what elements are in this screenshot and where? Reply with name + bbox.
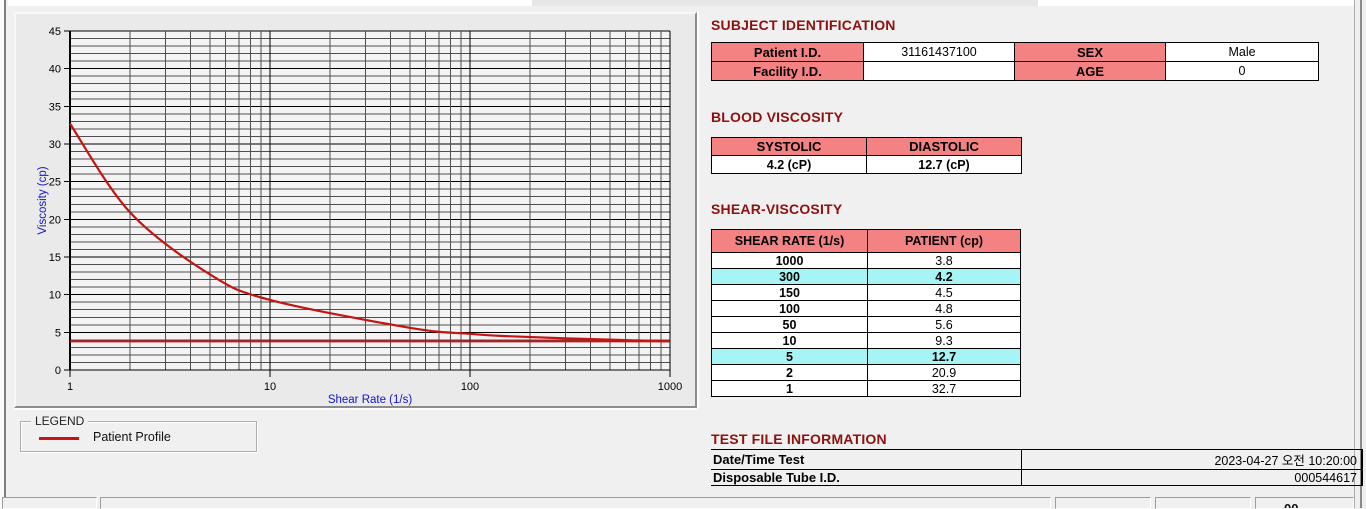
svg-text:15: 15 [49, 252, 61, 264]
svg-text:30: 30 [49, 139, 61, 151]
shear-rate-cell: 1 [711, 380, 868, 397]
subject-identification-table: Patient I.D. 31161437100 SEX Male Facili… [711, 42, 1319, 81]
table-row-highlighted: 300 4.2 [711, 268, 1021, 285]
svg-text:100: 100 [461, 381, 479, 393]
window-left-border [4, 0, 6, 497]
statusbar-panel [2, 497, 97, 509]
patient-id-label: Patient I.D. [711, 42, 864, 62]
table-row: Date/Time Test 2023-04-27 오전 10:20:00 [711, 449, 1363, 470]
window-left-edge [0, 0, 4, 508]
shear-rate-cell: 50 [711, 316, 868, 333]
shear-rate-cell: 5 [711, 348, 868, 365]
svg-text:Viscosity (cp): Viscosity (cp) [37, 166, 49, 234]
age-label: AGE [1014, 61, 1166, 81]
top-edge-strip-middle [532, 0, 1038, 6]
svg-text:Shear Rate (1/s): Shear Rate (1/s) [328, 394, 413, 406]
patient-id-value: 31161437100 [863, 42, 1015, 62]
table-row: SHEAR RATE (1/s) PATIENT (cp) [711, 229, 1021, 253]
shear-rate-cell: 1000 [711, 252, 868, 269]
test-file-information-title: TEST FILE INFORMATION [711, 431, 887, 447]
statusbar-partial-text: 00 [1284, 501, 1314, 508]
patient-cp-cell: 3.8 [867, 252, 1021, 269]
patient-cp-cell: 20.9 [867, 364, 1021, 381]
axes [64, 30, 671, 377]
table-row: 150 4.5 [711, 284, 1021, 301]
statusbar-panel [1155, 497, 1251, 509]
table-row: Patient I.D. 31161437100 SEX Male [711, 42, 1319, 62]
patient-cp-cell: 4.2 [867, 268, 1021, 285]
grid-lines [69, 30, 671, 371]
window-right-border [1360, 0, 1362, 508]
legend-title: LEGEND [31, 414, 89, 428]
svg-text:25: 25 [49, 177, 61, 189]
facility-id-value [863, 61, 1015, 81]
patient-cp-cell: 4.8 [867, 300, 1021, 317]
diastolic-value: 12.7 (cP) [866, 155, 1022, 174]
patient-cp-cell: 4.5 [867, 284, 1021, 301]
table-row: 2 20.9 [711, 364, 1021, 381]
legend-groupbox: LEGEND Patient Profile [20, 414, 257, 452]
svg-text:10: 10 [264, 381, 276, 393]
sex-value: Male [1165, 42, 1319, 62]
table-row: Facility I.D. AGE 0 [711, 61, 1319, 81]
patient-cp-cell: 12.7 [867, 348, 1021, 365]
systolic-header: SYSTOLIC [711, 137, 867, 156]
table-row: 10 9.3 [711, 332, 1021, 349]
table-row: 1 32.7 [711, 380, 1021, 397]
svg-text:0: 0 [55, 365, 61, 377]
shear-rate-cell: 10 [711, 332, 868, 349]
subject-identification-title: SUBJECT IDENTIFICATION [711, 17, 896, 33]
disposable-tube-id-value: 000544617 [1021, 469, 1363, 486]
patient-cp-cell: 32.7 [867, 380, 1021, 397]
blood-viscosity-title: BLOOD VISCOSITY [711, 109, 844, 125]
viscosity-chart-panel: 0 5 10 15 20 25 30 35 40 45 1 10 100 1000 Shear Rate (… [14, 12, 697, 408]
statusbar-panel [1055, 497, 1151, 509]
facility-id-label: Facility I.D. [711, 61, 864, 81]
sex-label: SEX [1014, 42, 1166, 62]
shear-viscosity-title: SHEAR-VISCOSITY [711, 201, 843, 217]
diastolic-header: DIASTOLIC [866, 137, 1022, 156]
table-row: SYSTOLIC DIASTOLIC [711, 137, 1022, 156]
shear-viscosity-table: SHEAR RATE (1/s) PATIENT (cp) 1000 3.8 3… [711, 229, 1021, 397]
patient-cp-header: PATIENT (cp) [867, 229, 1021, 253]
shear-rate-cell: 100 [711, 300, 868, 317]
systolic-value: 4.2 (cP) [711, 155, 867, 174]
table-row: 4.2 (cP) 12.7 (cP) [711, 155, 1022, 174]
table-row: 50 5.6 [711, 316, 1021, 333]
svg-text:5: 5 [55, 327, 61, 339]
svg-text:20: 20 [49, 214, 61, 226]
axis-labels: 0 5 10 15 20 25 30 35 40 45 1 10 100 1000 Shear Rate (… [37, 26, 682, 406]
plot-area [70, 31, 670, 370]
top-edge-strip-left [8, 0, 532, 6]
shear-rate-cell: 150 [711, 284, 868, 301]
svg-text:1000: 1000 [658, 381, 682, 393]
statusbar-panel [100, 497, 1051, 509]
svg-text:1: 1 [67, 381, 73, 393]
date-time-test-label: Date/Time Test [711, 449, 1022, 470]
disposable-tube-id-label: Disposable Tube I.D. [711, 469, 1022, 486]
top-edge-strip-right [1038, 0, 1354, 6]
age-value: 0 [1165, 61, 1319, 81]
legend-entry-label: Patient Profile [93, 430, 171, 444]
legend-line-sample [39, 437, 79, 440]
shear-rate-cell: 300 [711, 268, 868, 285]
table-row: Disposable Tube I.D. 000544617 [711, 469, 1363, 486]
patient-cp-cell: 5.6 [867, 316, 1021, 333]
svg-text:45: 45 [49, 26, 61, 38]
patient-profile-curve [69, 123, 671, 343]
table-row-highlighted: 5 12.7 [711, 348, 1021, 365]
table-row: 1000 3.8 [711, 252, 1021, 269]
shear-rate-header: SHEAR RATE (1/s) [711, 229, 868, 253]
patient-cp-cell: 9.3 [867, 332, 1021, 349]
svg-text:10: 10 [49, 290, 61, 302]
blood-viscosity-table: SYSTOLIC DIASTOLIC 4.2 (cP) 12.7 (cP) [711, 137, 1022, 174]
svg-text:40: 40 [49, 64, 61, 76]
test-file-information-table: Date/Time Test 2023-04-27 오전 10:20:00 Di… [711, 449, 1363, 486]
shear-viscosity-chart: 0 5 10 15 20 25 30 35 40 45 1 10 100 1000 Shear Rate (… [16, 14, 695, 411]
shear-rate-cell: 2 [711, 364, 868, 381]
table-row: 100 4.8 [711, 300, 1021, 317]
svg-text:35: 35 [49, 101, 61, 113]
date-time-test-value: 2023-04-27 오전 10:20:00 [1021, 449, 1363, 470]
